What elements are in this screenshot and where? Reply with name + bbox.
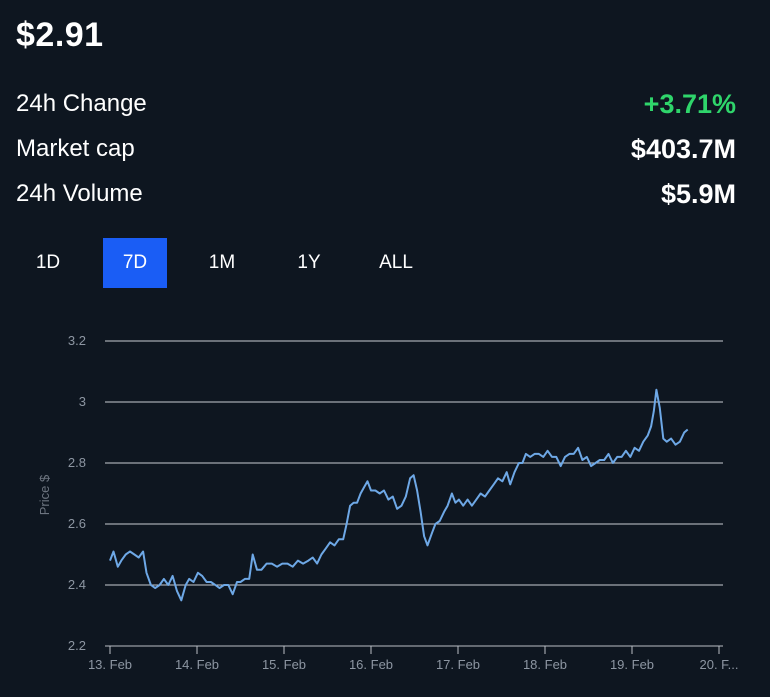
stat-value-24h-change: +3.71%	[643, 88, 736, 119]
range-tab-7d[interactable]: 7D	[103, 238, 167, 288]
x-tick-label: 16. Feb	[349, 657, 393, 672]
stat-label-24h-volume: 24h Volume	[16, 180, 143, 207]
y-tick-label: 2.6	[68, 516, 86, 531]
range-tab-all[interactable]: ALL	[364, 238, 428, 288]
range-tabs: 1D 7D 1M 1Y ALL	[16, 238, 451, 288]
price-line	[109, 388, 689, 602]
stat-value-24h-volume: $5.9M	[660, 178, 736, 209]
y-axis-title: Price $	[37, 474, 52, 515]
y-tick-label: 2.2	[68, 638, 86, 653]
x-tick-label: 18. Feb	[523, 657, 567, 672]
y-tick-label: 3	[79, 394, 86, 409]
stat-label-market-cap: Market cap	[16, 135, 135, 162]
x-tick-label: 20. F...	[699, 657, 738, 672]
range-tab-1d[interactable]: 1D	[16, 238, 80, 288]
price-chart: 2.2 2.4 2.6 2.8 3 3.2 13. Feb 14. Feb 15. Feb 16…	[37, 333, 739, 672]
stat-value-market-cap: $403.7M	[630, 133, 736, 164]
stat-row-24h-volume: 24h Volume $5.9M	[16, 176, 736, 212]
x-tick-label: 17. Feb	[436, 657, 480, 672]
x-tick-label: 14. Feb	[175, 657, 219, 672]
y-tick-label: 2.8	[68, 455, 86, 470]
stat-row-market-cap: Market cap $403.7M	[16, 131, 736, 167]
x-tick-label: 19. Feb	[610, 657, 654, 672]
y-tick-label: 3.2	[68, 333, 86, 348]
current-price: $2.91	[16, 16, 104, 54]
x-tick-label: 13. Feb	[88, 657, 132, 672]
range-tab-1y[interactable]: 1Y	[277, 238, 341, 288]
stat-row-24h-change: 24h Change +3.71%	[16, 86, 736, 122]
y-tick-label: 2.4	[68, 577, 86, 592]
x-tick-label: 15. Feb	[262, 657, 306, 672]
range-tab-1m[interactable]: 1M	[190, 238, 254, 288]
stat-label-24h-change: 24h Change	[16, 90, 147, 117]
